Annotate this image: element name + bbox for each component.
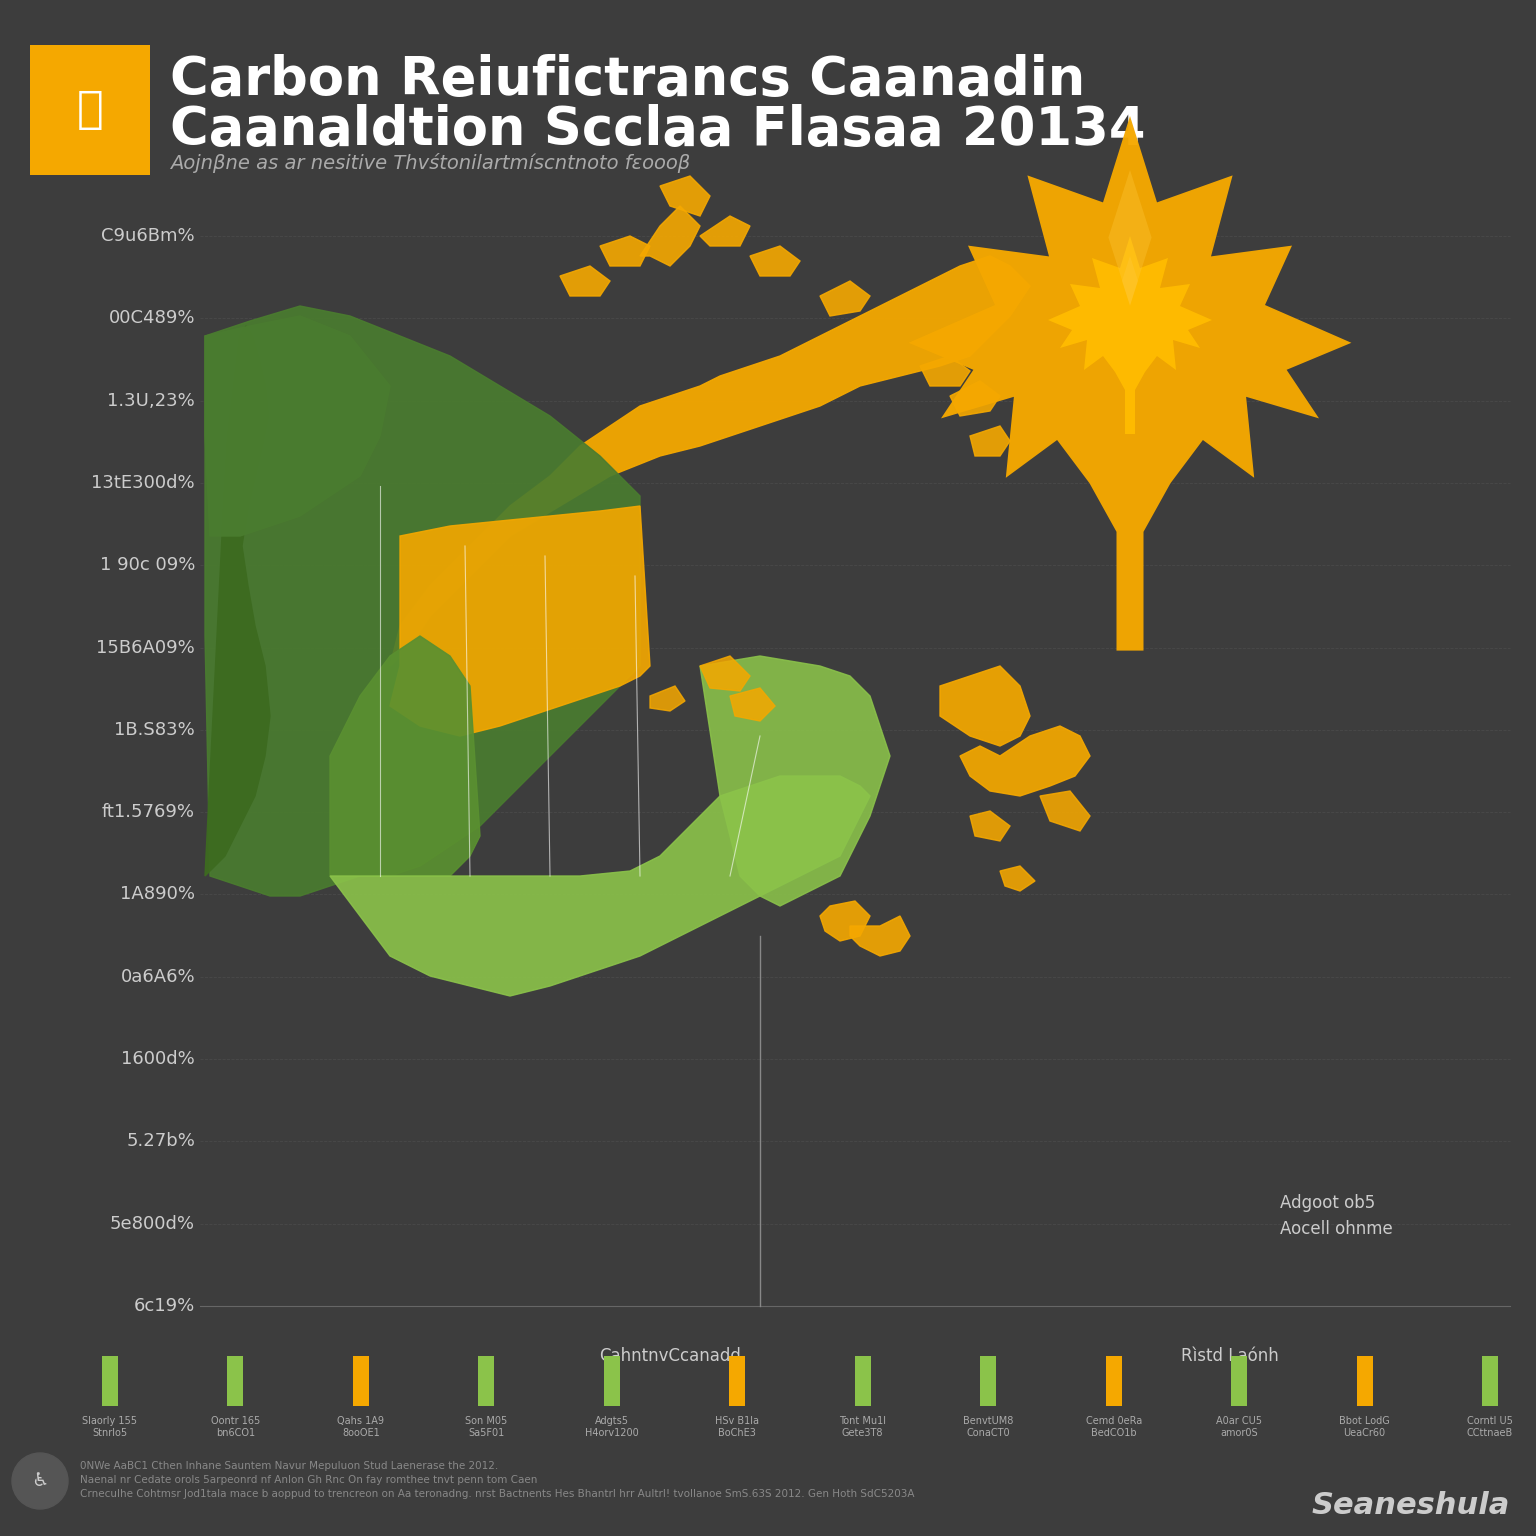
Text: C9u6Bm%: C9u6Bm% bbox=[101, 227, 195, 246]
FancyBboxPatch shape bbox=[478, 1356, 495, 1405]
Polygon shape bbox=[601, 237, 650, 266]
FancyBboxPatch shape bbox=[101, 1356, 118, 1405]
Circle shape bbox=[12, 1453, 68, 1508]
Text: 6c19%: 6c19% bbox=[134, 1296, 195, 1315]
Text: BenvtUM8
ConaCT0: BenvtUM8 ConaCT0 bbox=[963, 1416, 1014, 1438]
Polygon shape bbox=[1000, 866, 1035, 891]
Polygon shape bbox=[390, 257, 1031, 667]
Text: 1 90c 09%: 1 90c 09% bbox=[100, 556, 195, 574]
Text: ♿: ♿ bbox=[31, 1471, 49, 1490]
Text: Son M05
Sa5F01: Son M05 Sa5F01 bbox=[465, 1416, 507, 1438]
FancyBboxPatch shape bbox=[1482, 1356, 1498, 1405]
FancyBboxPatch shape bbox=[353, 1356, 369, 1405]
Polygon shape bbox=[1121, 257, 1138, 306]
Polygon shape bbox=[1109, 170, 1152, 306]
Text: CahntnvCcanadd: CahntnvCcanadd bbox=[599, 1347, 740, 1366]
Polygon shape bbox=[971, 425, 1011, 456]
Polygon shape bbox=[820, 902, 869, 942]
Text: 🍁: 🍁 bbox=[77, 89, 103, 132]
Polygon shape bbox=[650, 687, 685, 711]
Text: Tont Mu1l
Gete3T8: Tont Mu1l Gete3T8 bbox=[839, 1416, 886, 1438]
Text: 00C489%: 00C489% bbox=[109, 309, 195, 327]
Text: Carbon Reiufictrancs Caanadin: Carbon Reiufictrancs Caanadin bbox=[170, 54, 1086, 106]
FancyBboxPatch shape bbox=[1106, 1356, 1121, 1405]
Polygon shape bbox=[1048, 237, 1212, 435]
Polygon shape bbox=[820, 281, 869, 316]
Text: 0a6A6%: 0a6A6% bbox=[120, 968, 195, 986]
Polygon shape bbox=[730, 688, 776, 720]
Text: A0ar CU5
amor0S: A0ar CU5 amor0S bbox=[1217, 1416, 1263, 1438]
Text: HSv B1la
BoChE3: HSv B1la BoChE3 bbox=[716, 1416, 759, 1438]
Text: Naenal nr Cedate orols 5arpeonrd nf Anlon Gh Rnc On fay romthee tnvt penn tom Ca: Naenal nr Cedate orols 5arpeonrd nf Anlo… bbox=[80, 1475, 538, 1485]
Polygon shape bbox=[1040, 791, 1091, 831]
Polygon shape bbox=[971, 811, 1011, 842]
FancyBboxPatch shape bbox=[604, 1356, 621, 1405]
Text: 0NWe AaBC1 Cthen lnhane Sauntem Navur Mepuluon Stud Laenerase the 2012.: 0NWe AaBC1 Cthen lnhane Sauntem Navur Me… bbox=[80, 1461, 498, 1471]
FancyBboxPatch shape bbox=[1230, 1356, 1247, 1405]
Text: 15B6A09%: 15B6A09% bbox=[97, 639, 195, 656]
Text: 1A890%: 1A890% bbox=[120, 885, 195, 903]
Polygon shape bbox=[561, 266, 610, 296]
FancyBboxPatch shape bbox=[730, 1356, 745, 1405]
Text: 1.3U,23%: 1.3U,23% bbox=[108, 392, 195, 410]
Text: 13tE300d%: 13tE300d% bbox=[91, 475, 195, 492]
Polygon shape bbox=[660, 177, 710, 217]
FancyBboxPatch shape bbox=[854, 1356, 871, 1405]
Polygon shape bbox=[700, 217, 750, 246]
Text: Adgoot ob5
Aocell ohnme: Adgoot ob5 Aocell ohnme bbox=[1279, 1195, 1393, 1238]
Polygon shape bbox=[700, 656, 889, 906]
Polygon shape bbox=[920, 356, 971, 386]
Text: Seaneshula: Seaneshula bbox=[1312, 1491, 1510, 1521]
Text: 1B.S83%: 1B.S83% bbox=[114, 720, 195, 739]
Text: Qahs 1A9
8ooOE1: Qahs 1A9 8ooOE1 bbox=[338, 1416, 384, 1438]
Polygon shape bbox=[641, 206, 700, 266]
Text: Oontr 165
bn6CO1: Oontr 165 bn6CO1 bbox=[210, 1416, 260, 1438]
Text: Corntl U5
CCttnaeB: Corntl U5 CCttnaeB bbox=[1467, 1416, 1513, 1438]
Text: 5.27b%: 5.27b% bbox=[126, 1132, 195, 1150]
FancyBboxPatch shape bbox=[1356, 1356, 1373, 1405]
Text: Bbot LodG
UeaCr60: Bbot LodG UeaCr60 bbox=[1339, 1416, 1390, 1438]
Polygon shape bbox=[330, 636, 479, 876]
Text: Rìstd Laónh: Rìstd Laónh bbox=[1181, 1347, 1279, 1366]
Text: ft1.5769%: ft1.5769% bbox=[101, 803, 195, 822]
Text: Crneculhe Cohtmsr Jod1tala mace b aoppud to trencreon on Aa teronadng. nrst Bact: Crneculhe Cohtmsr Jod1tala mace b aoppud… bbox=[80, 1488, 914, 1499]
Text: Cemd 0eRa
BedCO1b: Cemd 0eRa BedCO1b bbox=[1086, 1416, 1141, 1438]
Polygon shape bbox=[204, 326, 270, 876]
Polygon shape bbox=[330, 776, 869, 995]
Polygon shape bbox=[909, 117, 1352, 651]
Polygon shape bbox=[940, 667, 1031, 746]
Polygon shape bbox=[204, 316, 390, 536]
Polygon shape bbox=[849, 915, 909, 955]
Polygon shape bbox=[750, 246, 800, 276]
Text: Slaorly 155
Stnrlo5: Slaorly 155 Stnrlo5 bbox=[83, 1416, 138, 1438]
Polygon shape bbox=[949, 381, 1000, 416]
Text: Caanaldtion Scclaa Flasaa 20134: Caanaldtion Scclaa Flasaa 20134 bbox=[170, 104, 1146, 157]
Text: Aojnβne as ar nesitive Thvśtonilartmíscntnoto fεoooβ: Aojnβne as ar nesitive Thvśtonilartmíscn… bbox=[170, 154, 690, 174]
Text: Adgts5
H4orv1200: Adgts5 H4orv1200 bbox=[585, 1416, 639, 1438]
Text: 5e800d%: 5e800d% bbox=[111, 1215, 195, 1233]
FancyBboxPatch shape bbox=[31, 45, 151, 175]
Polygon shape bbox=[960, 727, 1091, 796]
Polygon shape bbox=[390, 505, 650, 736]
FancyBboxPatch shape bbox=[980, 1356, 997, 1405]
FancyBboxPatch shape bbox=[227, 1356, 243, 1405]
Text: 1600d%: 1600d% bbox=[121, 1051, 195, 1068]
Polygon shape bbox=[204, 306, 641, 895]
Polygon shape bbox=[700, 656, 750, 691]
